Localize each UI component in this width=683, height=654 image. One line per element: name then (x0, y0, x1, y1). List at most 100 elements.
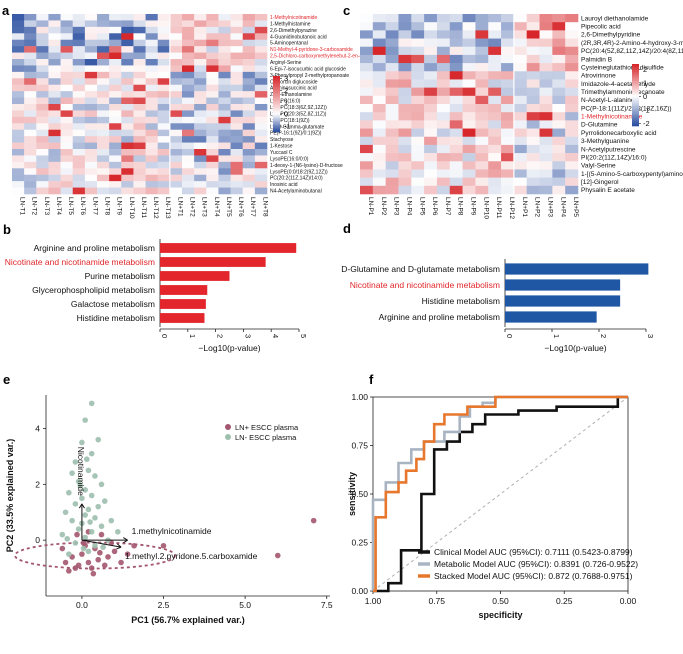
colorbar-step (273, 83, 280, 85)
heatmap-cell (385, 63, 399, 72)
heatmap-cell (526, 95, 540, 105)
heatmap-cell (242, 84, 256, 92)
heatmap-cell (121, 110, 134, 118)
row-label: 2,6-Dimethylpyridine (581, 32, 641, 39)
colorbar-step (632, 70, 639, 73)
heatmap-cell (230, 161, 244, 169)
heatmap-cell (36, 187, 49, 195)
colorbar-step (273, 104, 280, 106)
heatmap-cell (449, 104, 463, 113)
heatmap-cell (526, 120, 540, 129)
heatmap-cell (539, 144, 553, 154)
colorbar-step (273, 106, 280, 109)
heatmap-cell (36, 136, 49, 143)
heatmap-cell (436, 71, 451, 80)
heatmap-cell (230, 129, 244, 137)
heatmap-cell (169, 46, 183, 53)
scatter-point (80, 540, 87, 546)
heatmap-cell (206, 136, 219, 143)
heatmap-cell (385, 22, 399, 31)
colorbar-step (273, 102, 280, 105)
heatmap-cell (169, 187, 183, 195)
heatmap-cell (398, 71, 412, 80)
heatmap-cell (242, 71, 256, 79)
heatmap-cell (72, 78, 86, 86)
heatmap-cell (145, 84, 159, 92)
heatmap-cell (552, 128, 566, 138)
heatmap-cell (424, 30, 438, 39)
heatmap-cell (121, 33, 134, 41)
panel-label-f: f (369, 372, 374, 387)
heatmap-cell (230, 149, 244, 156)
x-tick-label: 5 (299, 334, 308, 338)
heatmap-cell (24, 78, 37, 86)
row-label: 1-Methylnicotinamide (270, 15, 317, 21)
heatmap-cell (145, 155, 159, 163)
heatmap-cell (182, 174, 195, 182)
heatmap-cell (169, 91, 183, 98)
heatmap-cell (218, 46, 231, 53)
heatmap-cell (109, 84, 122, 92)
heatmap-cell (133, 110, 146, 118)
colorbar-step (632, 108, 639, 111)
heatmap-cell (194, 155, 207, 163)
heatmap-cell (436, 128, 451, 138)
heatmap-cell (552, 14, 566, 23)
heatmap-cell (462, 153, 476, 162)
heatmap-cell (206, 123, 219, 131)
heatmap-cell (194, 26, 207, 34)
heatmap-cell (462, 22, 476, 31)
heatmap-cell (97, 97, 110, 105)
heatmap-cell (565, 161, 579, 170)
column-label: LN+T2 (189, 197, 196, 217)
heatmap-cell (411, 144, 425, 154)
heatmap-cell (182, 181, 195, 188)
heatmap-cell (475, 87, 489, 97)
heatmap-cell (48, 123, 61, 131)
column-label: LN-T5 (67, 197, 74, 215)
heatmap-cell (565, 136, 579, 146)
colorbar-step (632, 77, 639, 80)
heatmap-cell (206, 155, 219, 163)
scatter-point (92, 515, 98, 521)
heatmap-cell (539, 71, 553, 80)
heatmap-cell (552, 79, 566, 88)
heatmap-cell (24, 142, 37, 150)
loading-label: 1.methylnicotinamide (132, 526, 212, 536)
heatmap-cell (501, 161, 515, 170)
heatmap-cell (254, 168, 268, 176)
heatmap-cell (109, 97, 122, 105)
heatmap-cell (513, 95, 528, 105)
heatmap-cell (424, 71, 438, 80)
heatmap-cell (218, 136, 231, 143)
heatmap-cell (501, 22, 515, 31)
scatter-point (88, 528, 95, 535)
heatmap-cell (230, 123, 244, 131)
heatmap-cell (242, 26, 256, 34)
heatmap-cell (385, 79, 399, 88)
heatmap-cell (385, 95, 399, 105)
column-label: LN-P7 (444, 197, 451, 216)
colorbar-step (632, 67, 639, 69)
heatmap-cell (242, 181, 256, 188)
heatmap-cell (24, 168, 37, 176)
roc-line (373, 395, 628, 593)
scatter-point (85, 506, 92, 513)
legend-label: LN+ ESCC plasma (235, 423, 299, 432)
heatmap-cell (72, 181, 86, 188)
heatmap-cell (488, 38, 502, 48)
heatmap-cell (513, 63, 528, 72)
heatmap-cell (475, 63, 489, 72)
row-label: Trimethylammoniodecanoate (581, 89, 665, 96)
heatmap-cell (360, 87, 374, 97)
heatmap-cell (145, 174, 159, 182)
heatmap-cell (169, 26, 183, 34)
heatmap-cell (411, 87, 425, 97)
heatmap-cell (157, 174, 171, 182)
heatmap-cell (218, 168, 231, 176)
heatmap-cell (449, 46, 463, 56)
heatmap-cell (360, 153, 374, 162)
heatmap-cell (360, 22, 374, 31)
heatmap-cell (424, 120, 438, 129)
row-label: LysoPC(20:3(5Z,8Z,11Z)) (270, 111, 327, 117)
